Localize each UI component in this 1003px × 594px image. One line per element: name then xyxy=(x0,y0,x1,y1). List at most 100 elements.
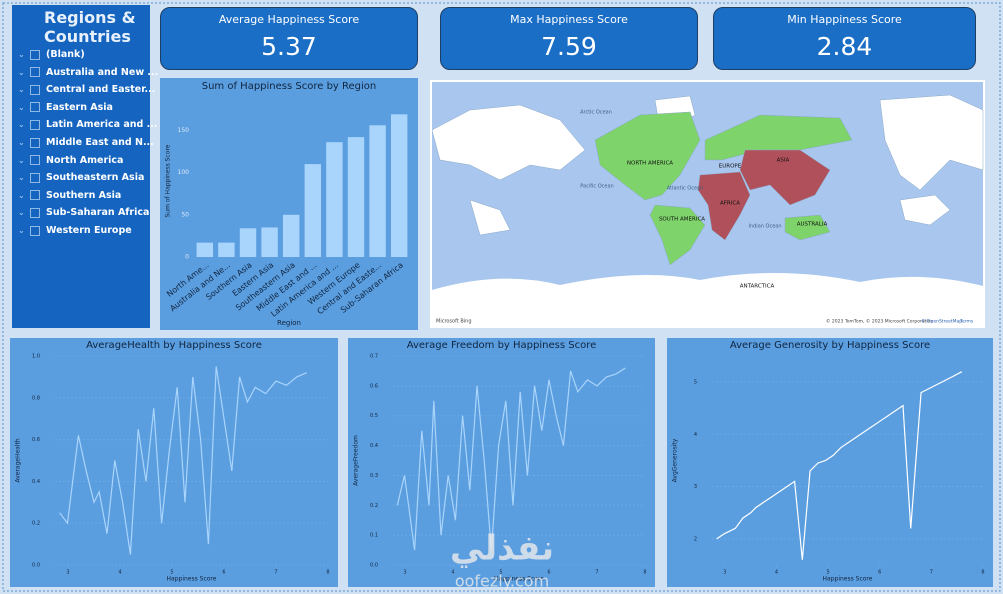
x-tick-label: 5 xyxy=(499,570,502,576)
y-tick-label: 0.2 xyxy=(32,521,40,527)
x-tick-label: 4 xyxy=(775,570,778,576)
bar xyxy=(261,227,278,257)
expand-icon: ⌄ xyxy=(18,120,25,130)
x-tick-label: 8 xyxy=(326,570,329,576)
item-label: Central and Easter... xyxy=(46,84,156,96)
x-tick-label: 3 xyxy=(403,570,406,576)
slicer-item[interactable]: ⌄ Sub-Saharan Africa xyxy=(18,207,149,218)
bar xyxy=(326,142,343,257)
north-america xyxy=(594,111,701,201)
bar xyxy=(369,125,386,258)
x-tick-label: 3 xyxy=(723,570,726,576)
bar xyxy=(282,214,300,257)
chart-panel xyxy=(667,338,993,587)
checkbox xyxy=(30,207,40,218)
map-label: Pacific Ocean xyxy=(580,184,613,190)
x-tick-label: 4 xyxy=(118,570,121,576)
slicer-item[interactable]: ⌄ Eastern Asia xyxy=(18,102,113,113)
map-label: ANTARCTICA xyxy=(740,284,775,290)
checkbox xyxy=(30,225,40,236)
landmass xyxy=(431,104,586,181)
y-tick-label: 0.4 xyxy=(32,479,40,485)
y-axis-label: Sum of Happiness Score xyxy=(165,144,172,217)
expand-icon: ⌄ xyxy=(18,173,25,183)
checkbox xyxy=(30,137,40,148)
slicer[interactable]: Regions & Countries ⌄ (Blank) ⌄ Australia a… xyxy=(12,5,158,328)
kpi-label: Min Happiness Score xyxy=(787,13,902,26)
y-tick-label: 0.4 xyxy=(370,443,378,449)
x-axis-label: Happiness Score xyxy=(167,576,217,583)
expand-icon: ⌄ xyxy=(18,67,25,77)
expand-icon: ⌄ xyxy=(18,50,25,59)
item-label: Western Europe xyxy=(46,225,132,236)
checkbox xyxy=(30,102,40,113)
x-tick-label: 3 xyxy=(66,570,69,576)
australia xyxy=(784,214,831,241)
line-series xyxy=(396,367,626,551)
africa xyxy=(697,171,751,241)
watermark: نفذلي xyxy=(450,529,554,569)
bar xyxy=(218,242,235,257)
item-label: Southern Asia xyxy=(46,189,122,201)
checkbox xyxy=(30,49,40,60)
slicer-item[interactable]: ⌄ (Blank) xyxy=(18,49,85,60)
expand-icon: ⌄ xyxy=(18,190,25,200)
bar xyxy=(239,228,257,257)
antarctica xyxy=(432,272,983,314)
y-tick-label: 0.8 xyxy=(32,395,40,401)
map-label: AUSTRALIA xyxy=(797,222,828,228)
chart-title: Average Generosity by Happiness Score xyxy=(730,340,930,351)
slicer-item[interactable]: ⌄ Western Europe xyxy=(18,225,132,236)
map-label: NORTH AMERICA xyxy=(627,161,673,167)
landmass xyxy=(879,94,984,191)
x-tick-label: 8 xyxy=(981,570,984,576)
kpi-value: 7.59 xyxy=(541,32,597,61)
south-america xyxy=(649,204,706,266)
y-tick-label: 0.6 xyxy=(32,437,40,443)
y-tick-label: 1.0 xyxy=(32,354,40,360)
chart-title: Sum of Happiness Score by Region xyxy=(202,81,377,92)
y-tick-label: 5 xyxy=(694,380,697,386)
checkbox xyxy=(30,190,40,201)
slicer-item[interactable]: ⌄ Middle East and N... xyxy=(18,137,154,148)
map-osm: © OpenStreetMap xyxy=(921,318,962,325)
item-label: Sub-Saharan Africa xyxy=(46,207,150,219)
y-tick-label: 0.3 xyxy=(370,473,378,479)
map-label: SOUTH AMERICA xyxy=(659,217,705,223)
y-tick-label: 3 xyxy=(694,484,697,490)
watermark: oofezly.com xyxy=(455,572,549,591)
x-axis-label: Region xyxy=(277,319,301,327)
y-tick-label: 50 xyxy=(181,211,189,218)
kpi-card: Average Happiness Score 5.37 xyxy=(160,7,418,70)
slicer-item[interactable]: ⌄ Southern Asia xyxy=(18,190,121,201)
checkbox xyxy=(30,155,40,166)
map-label: Arctic Ocean xyxy=(580,110,612,116)
chart-title: Average Freedom by Happiness Score xyxy=(407,340,597,351)
kpi-value: 5.37 xyxy=(261,32,317,61)
kpi-label: Average Happiness Score xyxy=(218,13,360,26)
x-axis-label: Happiness Score xyxy=(823,576,873,583)
asia xyxy=(739,149,831,206)
chart-panel xyxy=(10,338,338,587)
slicer-item[interactable]: ⌄ North America xyxy=(18,155,123,166)
x-tick-label: 6 xyxy=(222,570,225,576)
item-label: (Blank) xyxy=(46,49,85,60)
y-axis-label: AverageFreedom xyxy=(353,435,360,486)
bar xyxy=(196,242,214,257)
checkbox xyxy=(30,67,40,78)
bar xyxy=(390,114,408,258)
map-label: Atlantic Ocean xyxy=(667,186,704,192)
slicer-item[interactable]: ⌄ Southeastern Asia xyxy=(18,172,144,183)
x-tick-label: 7 xyxy=(274,570,277,576)
map-label: EUROPE xyxy=(719,164,742,170)
slicer-item[interactable]: ⌄ Central and Easter... xyxy=(18,84,155,95)
x-tick-label: 6 xyxy=(547,570,550,576)
slicer-item[interactable]: ⌄ Australia and New ... xyxy=(18,67,158,78)
slicer-item[interactable]: ⌄ Latin America and ... xyxy=(18,119,157,130)
x-tick-label: 4 xyxy=(451,570,454,576)
expand-icon: ⌄ xyxy=(18,208,25,218)
y-tick-label: 100 xyxy=(178,169,190,176)
